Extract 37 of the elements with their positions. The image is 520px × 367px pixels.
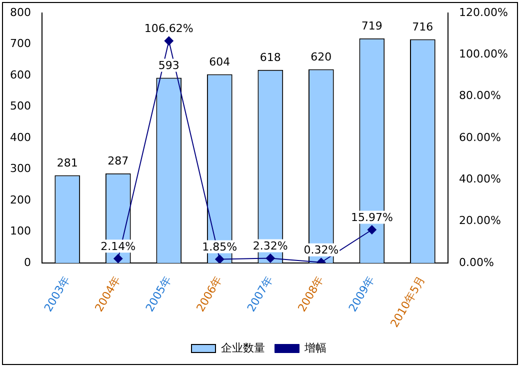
data-label: 0.32% [304, 244, 339, 257]
y-tick-label: 100 [10, 224, 31, 238]
y-tick-label: 300 [10, 162, 31, 176]
data-label: 1.85% [202, 240, 238, 254]
point [164, 36, 174, 46]
point [266, 254, 275, 263]
data-label: 287 [108, 154, 129, 168]
data-label: 618 [260, 51, 281, 64]
y2-tick-label: 60.00% [459, 130, 502, 144]
y-tick-label: 0 [24, 256, 31, 269]
data-label: 716 [412, 20, 434, 34]
y-tick-label: 500 [10, 100, 31, 113]
data-label: 106.62% [144, 22, 194, 36]
point [215, 254, 224, 264]
data-label: 719 [361, 20, 382, 33]
y-tick-label: 700 [10, 37, 31, 50]
y2-tick-label: 40.00% [459, 172, 502, 186]
legend-label: 企业数量 [221, 341, 265, 354]
y-tick-label: 200 [10, 193, 31, 206]
data-label: 620 [310, 50, 332, 64]
data-label: 593 [158, 59, 180, 72]
point [367, 225, 376, 234]
data-label: 281 [56, 156, 78, 170]
y-tick-label: 600 [10, 68, 31, 82]
point [114, 254, 123, 264]
legend-label: 增幅 [304, 341, 326, 354]
data-label: 2.32% [252, 240, 288, 253]
y-tick-label: 800 [10, 6, 31, 19]
y2-tick-label: 0.00% [459, 256, 494, 269]
data-label: 15.97% [350, 211, 393, 224]
y2-tick-label: 100.00% [459, 48, 508, 61]
data-label: 604 [209, 56, 230, 69]
y2-tick-label: 120.00% [459, 6, 508, 19]
data-label: 2.14% [100, 240, 136, 253]
y-tick-label: 400 [10, 130, 31, 144]
y2-tick-label: 20.00% [459, 214, 502, 228]
y2-tick-label: 80.00% [459, 89, 502, 102]
